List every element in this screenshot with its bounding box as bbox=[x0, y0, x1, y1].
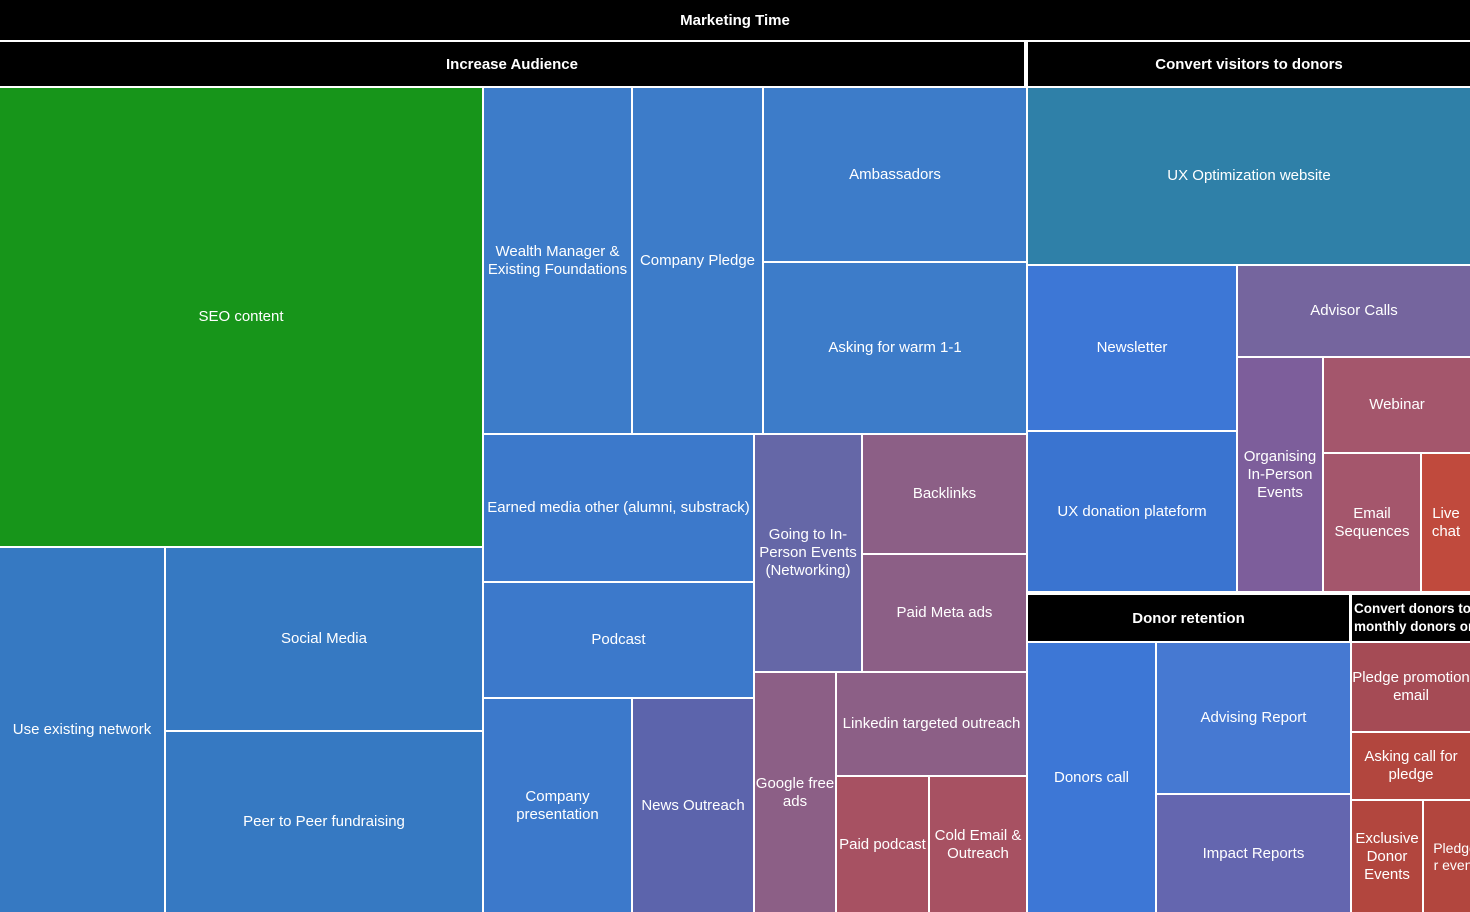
tile-advisor-calls: Advisor Calls bbox=[1238, 266, 1470, 356]
chart-title: Marketing Time bbox=[0, 0, 1470, 40]
tile-asking-call-for-pledge: Asking call for pledge bbox=[1352, 733, 1470, 799]
tile-asking-for-warm-1-1: Asking for warm 1-1 bbox=[764, 263, 1026, 433]
tile-seo-content: SEO content bbox=[0, 88, 482, 546]
tile-organising-in-person-events: Organising In-Person Events bbox=[1238, 358, 1322, 591]
tile-news-outreach: News Outreach bbox=[633, 699, 753, 912]
tile-webinar: Webinar bbox=[1324, 358, 1470, 452]
tile-donors-call: Donors call bbox=[1028, 643, 1155, 912]
tile-exclusive-donor-events: Exclusive Donor Events bbox=[1352, 801, 1422, 912]
tile-linkedin-targeted-outreach: Linkedin targeted outreach bbox=[837, 673, 1026, 775]
tile-use-existing-network: Use existing network bbox=[0, 548, 164, 912]
tile-ambassadors: Ambassadors bbox=[764, 88, 1026, 261]
tile-google-free-ads: Google free ads bbox=[755, 673, 835, 912]
group-header-donor-retention: Donor retention bbox=[1028, 595, 1349, 641]
tile-earned-media-other: Earned media other (alumni, substrack) bbox=[484, 435, 753, 581]
tile-ux-donation-plateform: UX donation plateform bbox=[1028, 432, 1236, 591]
tile-wealth-manager-existing-foundations: Wealth Manager & Existing Foundations bbox=[484, 88, 631, 433]
tile-going-to-in-person-events: Going to In- Person Events (Networking) bbox=[755, 435, 861, 671]
group-header-convert-visitors-to-donors: Convert visitors to donors bbox=[1028, 42, 1470, 86]
group-header-increase-audience: Increase Audience bbox=[0, 42, 1024, 86]
tile-peer-to-peer-fundraising: Peer to Peer fundraising bbox=[166, 732, 482, 912]
tile-ux-optimization-website: UX Optimization website bbox=[1028, 88, 1470, 264]
tile-cold-email-outreach: Cold Email & Outreach bbox=[930, 777, 1026, 912]
tile-email-sequences: Email Sequences bbox=[1324, 454, 1420, 591]
group-header-convert-donors-monthly: Convert donors to monthly donors or bbox=[1352, 595, 1470, 641]
tile-podcast: Podcast bbox=[484, 583, 753, 697]
tile-live-chat: Live chat bbox=[1422, 454, 1470, 591]
tile-advising-report: Advising Report bbox=[1157, 643, 1350, 793]
tile-paid-meta-ads: Paid Meta ads bbox=[863, 555, 1026, 671]
tile-backlinks: Backlinks bbox=[863, 435, 1026, 553]
tile-company-presentation: Company presentation bbox=[484, 699, 631, 912]
tile-company-pledge: Company Pledge bbox=[633, 88, 762, 433]
tile-newsletter: Newsletter bbox=[1028, 266, 1236, 430]
tile-paid-podcast: Paid podcast bbox=[837, 777, 928, 912]
tile-impact-reports: Impact Reports bbox=[1157, 795, 1350, 912]
tile-pledge-promotion-email: Pledge promotion email bbox=[1352, 643, 1470, 731]
tile-social-media: Social Media bbox=[166, 548, 482, 730]
tile-pledger-event: Pledge r event bbox=[1424, 801, 1470, 912]
